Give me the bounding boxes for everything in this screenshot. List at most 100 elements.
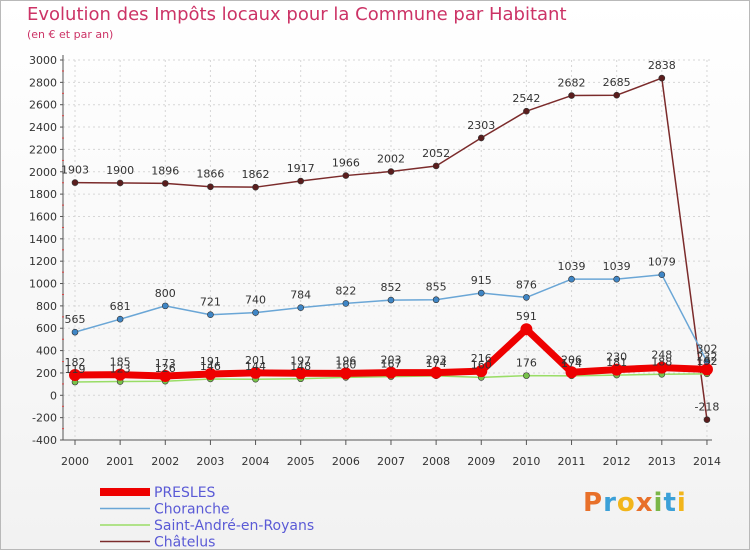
data-point [658, 271, 666, 279]
data-point [613, 275, 620, 283]
data-label: 1917 [287, 162, 315, 175]
x-tick-label: 2007 [377, 455, 405, 468]
data-point [655, 361, 668, 374]
data-point [207, 183, 214, 191]
data-label: 1866 [196, 168, 224, 181]
data-point [565, 366, 578, 379]
logo-letter: x [635, 488, 654, 518]
data-label: 144 [245, 360, 266, 373]
data-label: 123 [110, 363, 131, 376]
data-label: 2542 [512, 92, 540, 105]
data-label: 148 [290, 360, 311, 373]
data-label: 146 [200, 360, 221, 373]
data-point [475, 365, 488, 378]
y-tick-label: 1200 [29, 255, 57, 268]
y-tick-label: 400 [36, 345, 57, 358]
data-label: 181 [606, 356, 627, 369]
y-tick-label: 3000 [29, 54, 57, 67]
data-label: 192 [696, 355, 717, 368]
data-point [159, 369, 172, 382]
data-point [523, 107, 530, 115]
data-point [297, 304, 305, 311]
data-point [658, 74, 666, 82]
data-label: 126 [155, 362, 176, 375]
proxiti-logo: Proxiti [583, 488, 687, 518]
legend-label: Saint-André-en-Royans [154, 518, 314, 534]
data-label: 206 [561, 353, 582, 366]
y-tick-label: 1800 [29, 188, 57, 201]
data-label: 173 [155, 357, 176, 370]
x-tick-label: 2003 [196, 455, 224, 468]
data-label: 681 [110, 300, 131, 313]
y-tick-label: -400 [32, 434, 57, 447]
data-label: 876 [516, 278, 537, 291]
data-label: -218 [694, 401, 719, 414]
data-label: 197 [290, 354, 311, 367]
data-point [523, 372, 530, 379]
y-tick-label: 0 [50, 389, 57, 402]
x-tick-label: 2009 [467, 455, 495, 468]
data-point [700, 363, 713, 376]
data-label-layer: 1903 1900 1896 1866 1862 1917 1966 2002 20522303… [61, 59, 719, 414]
logo-letter: r [603, 488, 617, 518]
data-point [432, 162, 440, 170]
data-point [116, 179, 124, 187]
logo-letter: i [676, 488, 687, 518]
data-point [342, 300, 350, 307]
data-label: 1900 [106, 164, 134, 177]
legend: PRESLESChorancheSaint-André-en-RoyansChâ… [100, 485, 314, 550]
data-label: 2685 [603, 76, 631, 89]
legend-label: PRESLES [154, 485, 216, 501]
data-label: 201 [245, 354, 266, 367]
x-tick-label: 2010 [512, 455, 540, 468]
data-label: 2682 [558, 77, 586, 90]
data-point [249, 366, 262, 379]
y-tick-label: 2200 [29, 143, 57, 156]
data-label: 160 [335, 358, 356, 371]
data-point [71, 179, 79, 186]
data-point [387, 168, 395, 175]
y-tick-label: 2000 [29, 166, 57, 179]
y-tick-label: 600 [36, 322, 57, 335]
y-tick-label: 1400 [29, 233, 57, 246]
data-label: 1896 [151, 164, 179, 177]
data-label: 196 [335, 354, 356, 367]
data-label: 302 [696, 343, 717, 356]
data-point [161, 180, 169, 187]
data-label: 191 [200, 355, 221, 368]
logo-letter: o [616, 488, 636, 518]
data-label: 203 [380, 354, 401, 367]
data-label: 160 [471, 358, 492, 371]
data-point [384, 366, 397, 379]
data-label: 203 [426, 354, 447, 367]
data-point [477, 134, 485, 142]
legend-label: Châtelus [154, 535, 215, 550]
grid-layer [63, 59, 712, 441]
logo-letter: P [583, 488, 604, 518]
x-tick-label: 2013 [648, 455, 676, 468]
data-label: 2002 [377, 153, 405, 166]
data-point [342, 172, 350, 179]
data-label: 188 [651, 355, 672, 368]
data-point [703, 416, 711, 423]
axis-layer: -400 -200 0 200 400 600 800 1000 1200 1400 1600 180… [29, 54, 721, 468]
data-label: 174 [561, 357, 582, 370]
data-point [613, 91, 620, 99]
data-point [252, 309, 259, 316]
data-label: 185 [110, 356, 131, 369]
x-tick-label: 2000 [61, 455, 89, 468]
data-point [610, 363, 623, 376]
data-label: 1966 [332, 157, 360, 170]
data-label: 855 [426, 281, 447, 294]
data-label: 216 [471, 352, 492, 365]
data-label: 915 [471, 274, 492, 287]
data-label: 230 [606, 351, 627, 364]
data-label: 565 [65, 313, 86, 326]
y-tick-label: -200 [32, 412, 57, 425]
data-label: 721 [200, 296, 221, 309]
data-point [523, 294, 530, 301]
y-tick-label: 1600 [29, 210, 57, 223]
y-tick-label: 2800 [29, 76, 57, 89]
data-label: 784 [290, 289, 311, 302]
